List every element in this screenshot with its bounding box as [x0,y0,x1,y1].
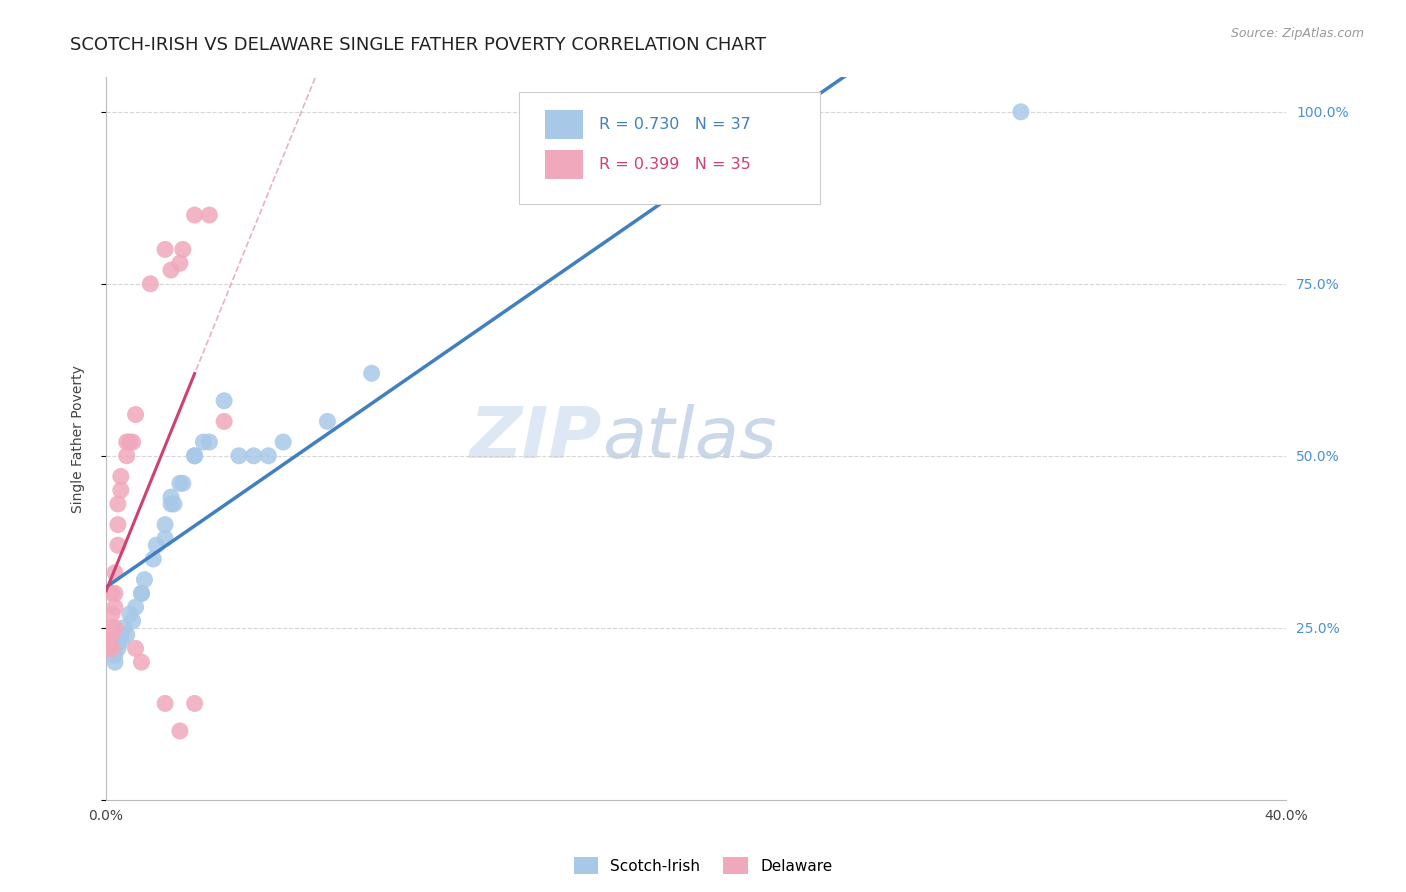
Point [169,476,191,491]
Point [98,627,121,641]
Point [183,449,205,463]
FancyBboxPatch shape [519,92,820,204]
Point [104,566,127,580]
Point [115,627,138,641]
Point [115,449,138,463]
Point [142,552,165,566]
Point [169,256,191,270]
Y-axis label: Single Father Poverty: Single Father Poverty [72,365,86,513]
Point [107,517,129,532]
Point [98,634,121,648]
Point [131,586,153,600]
Point [160,490,183,504]
Point [107,634,129,648]
Point [121,435,143,450]
Point [124,641,146,656]
Point [124,408,146,422]
Point [101,627,124,641]
Point [110,634,132,648]
Text: SCOTCH-IRISH VS DELAWARE SINGLE FATHER POVERTY CORRELATION CHART: SCOTCH-IRISH VS DELAWARE SINGLE FATHER P… [70,36,766,54]
Point [107,497,129,511]
Point [101,641,124,656]
Point [212,414,235,428]
Point [124,600,146,615]
Point [115,435,138,450]
Point [107,641,129,656]
Point [169,723,191,738]
Point [198,435,221,450]
Point [153,697,176,711]
Point [316,414,339,428]
Text: R = 0.730   N = 37: R = 0.730 N = 37 [599,117,751,132]
Point [257,449,280,463]
Point [131,586,153,600]
Point [198,208,221,222]
Point [172,476,194,491]
Legend: Scotch-Irish, Delaware: Scotch-Irish, Delaware [568,851,838,880]
Point [107,538,129,552]
Text: ZIP: ZIP [470,404,602,473]
Point [131,655,153,669]
Point [104,655,127,669]
Point [104,621,127,635]
Point [153,243,176,257]
Point [153,517,176,532]
Point [1010,104,1032,119]
Point [153,532,176,546]
Point [183,697,205,711]
FancyBboxPatch shape [546,110,583,139]
Point [112,621,135,635]
Point [121,614,143,628]
Point [139,277,162,291]
Point [193,435,215,450]
Point [183,449,205,463]
Text: Source: ZipAtlas.com: Source: ZipAtlas.com [1230,27,1364,40]
Point [163,497,186,511]
Point [101,586,124,600]
Point [183,208,205,222]
Point [172,243,194,257]
Point [360,366,382,380]
Point [98,641,121,656]
Point [104,648,127,663]
Point [110,469,132,483]
FancyBboxPatch shape [546,150,583,178]
Point [160,263,183,277]
Text: atlas: atlas [602,404,776,473]
Point [110,483,132,498]
Point [104,586,127,600]
Point [101,621,124,635]
Point [145,538,167,552]
Point [228,449,250,463]
Point [118,607,141,621]
Point [134,573,156,587]
Point [101,607,124,621]
Point [160,497,183,511]
Point [104,600,127,615]
Point [110,627,132,641]
Point [242,449,264,463]
Text: R = 0.399   N = 35: R = 0.399 N = 35 [599,157,751,171]
Point [271,435,294,450]
Point [553,104,575,119]
Point [118,435,141,450]
Point [101,641,124,656]
Point [212,393,235,408]
